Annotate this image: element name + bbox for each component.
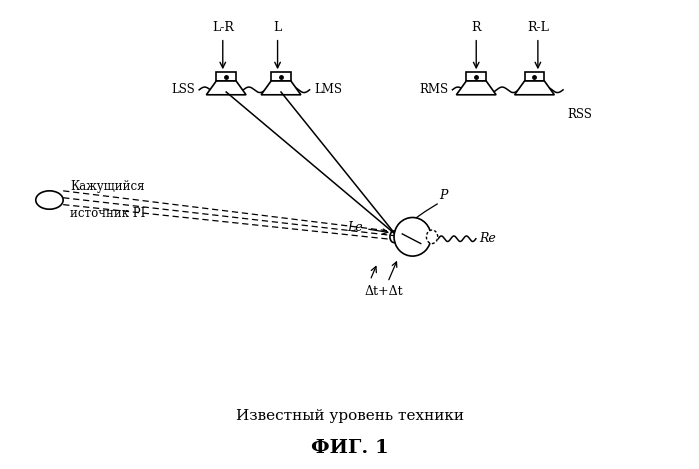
Text: Δt+Δt: Δt+Δt — [364, 262, 403, 298]
Polygon shape — [514, 81, 554, 95]
Text: LMS: LMS — [315, 83, 343, 96]
Text: R-L: R-L — [527, 21, 549, 34]
Text: RMS: RMS — [419, 83, 448, 96]
Polygon shape — [456, 81, 496, 95]
Text: Известный уровень техники: Известный уровень техники — [236, 409, 463, 423]
Text: Le: Le — [347, 220, 388, 234]
Polygon shape — [271, 72, 291, 81]
Ellipse shape — [426, 230, 438, 243]
Text: L-R: L-R — [212, 21, 233, 34]
Text: Re: Re — [480, 232, 496, 245]
Polygon shape — [216, 72, 236, 81]
Polygon shape — [206, 81, 246, 95]
Text: источник PI: источник PI — [70, 207, 145, 220]
Text: RSS: RSS — [568, 108, 593, 121]
Text: L: L — [273, 21, 282, 34]
Text: ФИГ. 1: ФИГ. 1 — [310, 439, 389, 457]
Polygon shape — [524, 72, 545, 81]
Polygon shape — [261, 81, 301, 95]
Text: R: R — [472, 21, 481, 34]
Polygon shape — [466, 72, 487, 81]
Text: Кажущийся: Кажущийся — [70, 180, 145, 193]
Ellipse shape — [394, 218, 431, 256]
Text: LSS: LSS — [171, 83, 195, 96]
Text: P: P — [439, 189, 447, 202]
